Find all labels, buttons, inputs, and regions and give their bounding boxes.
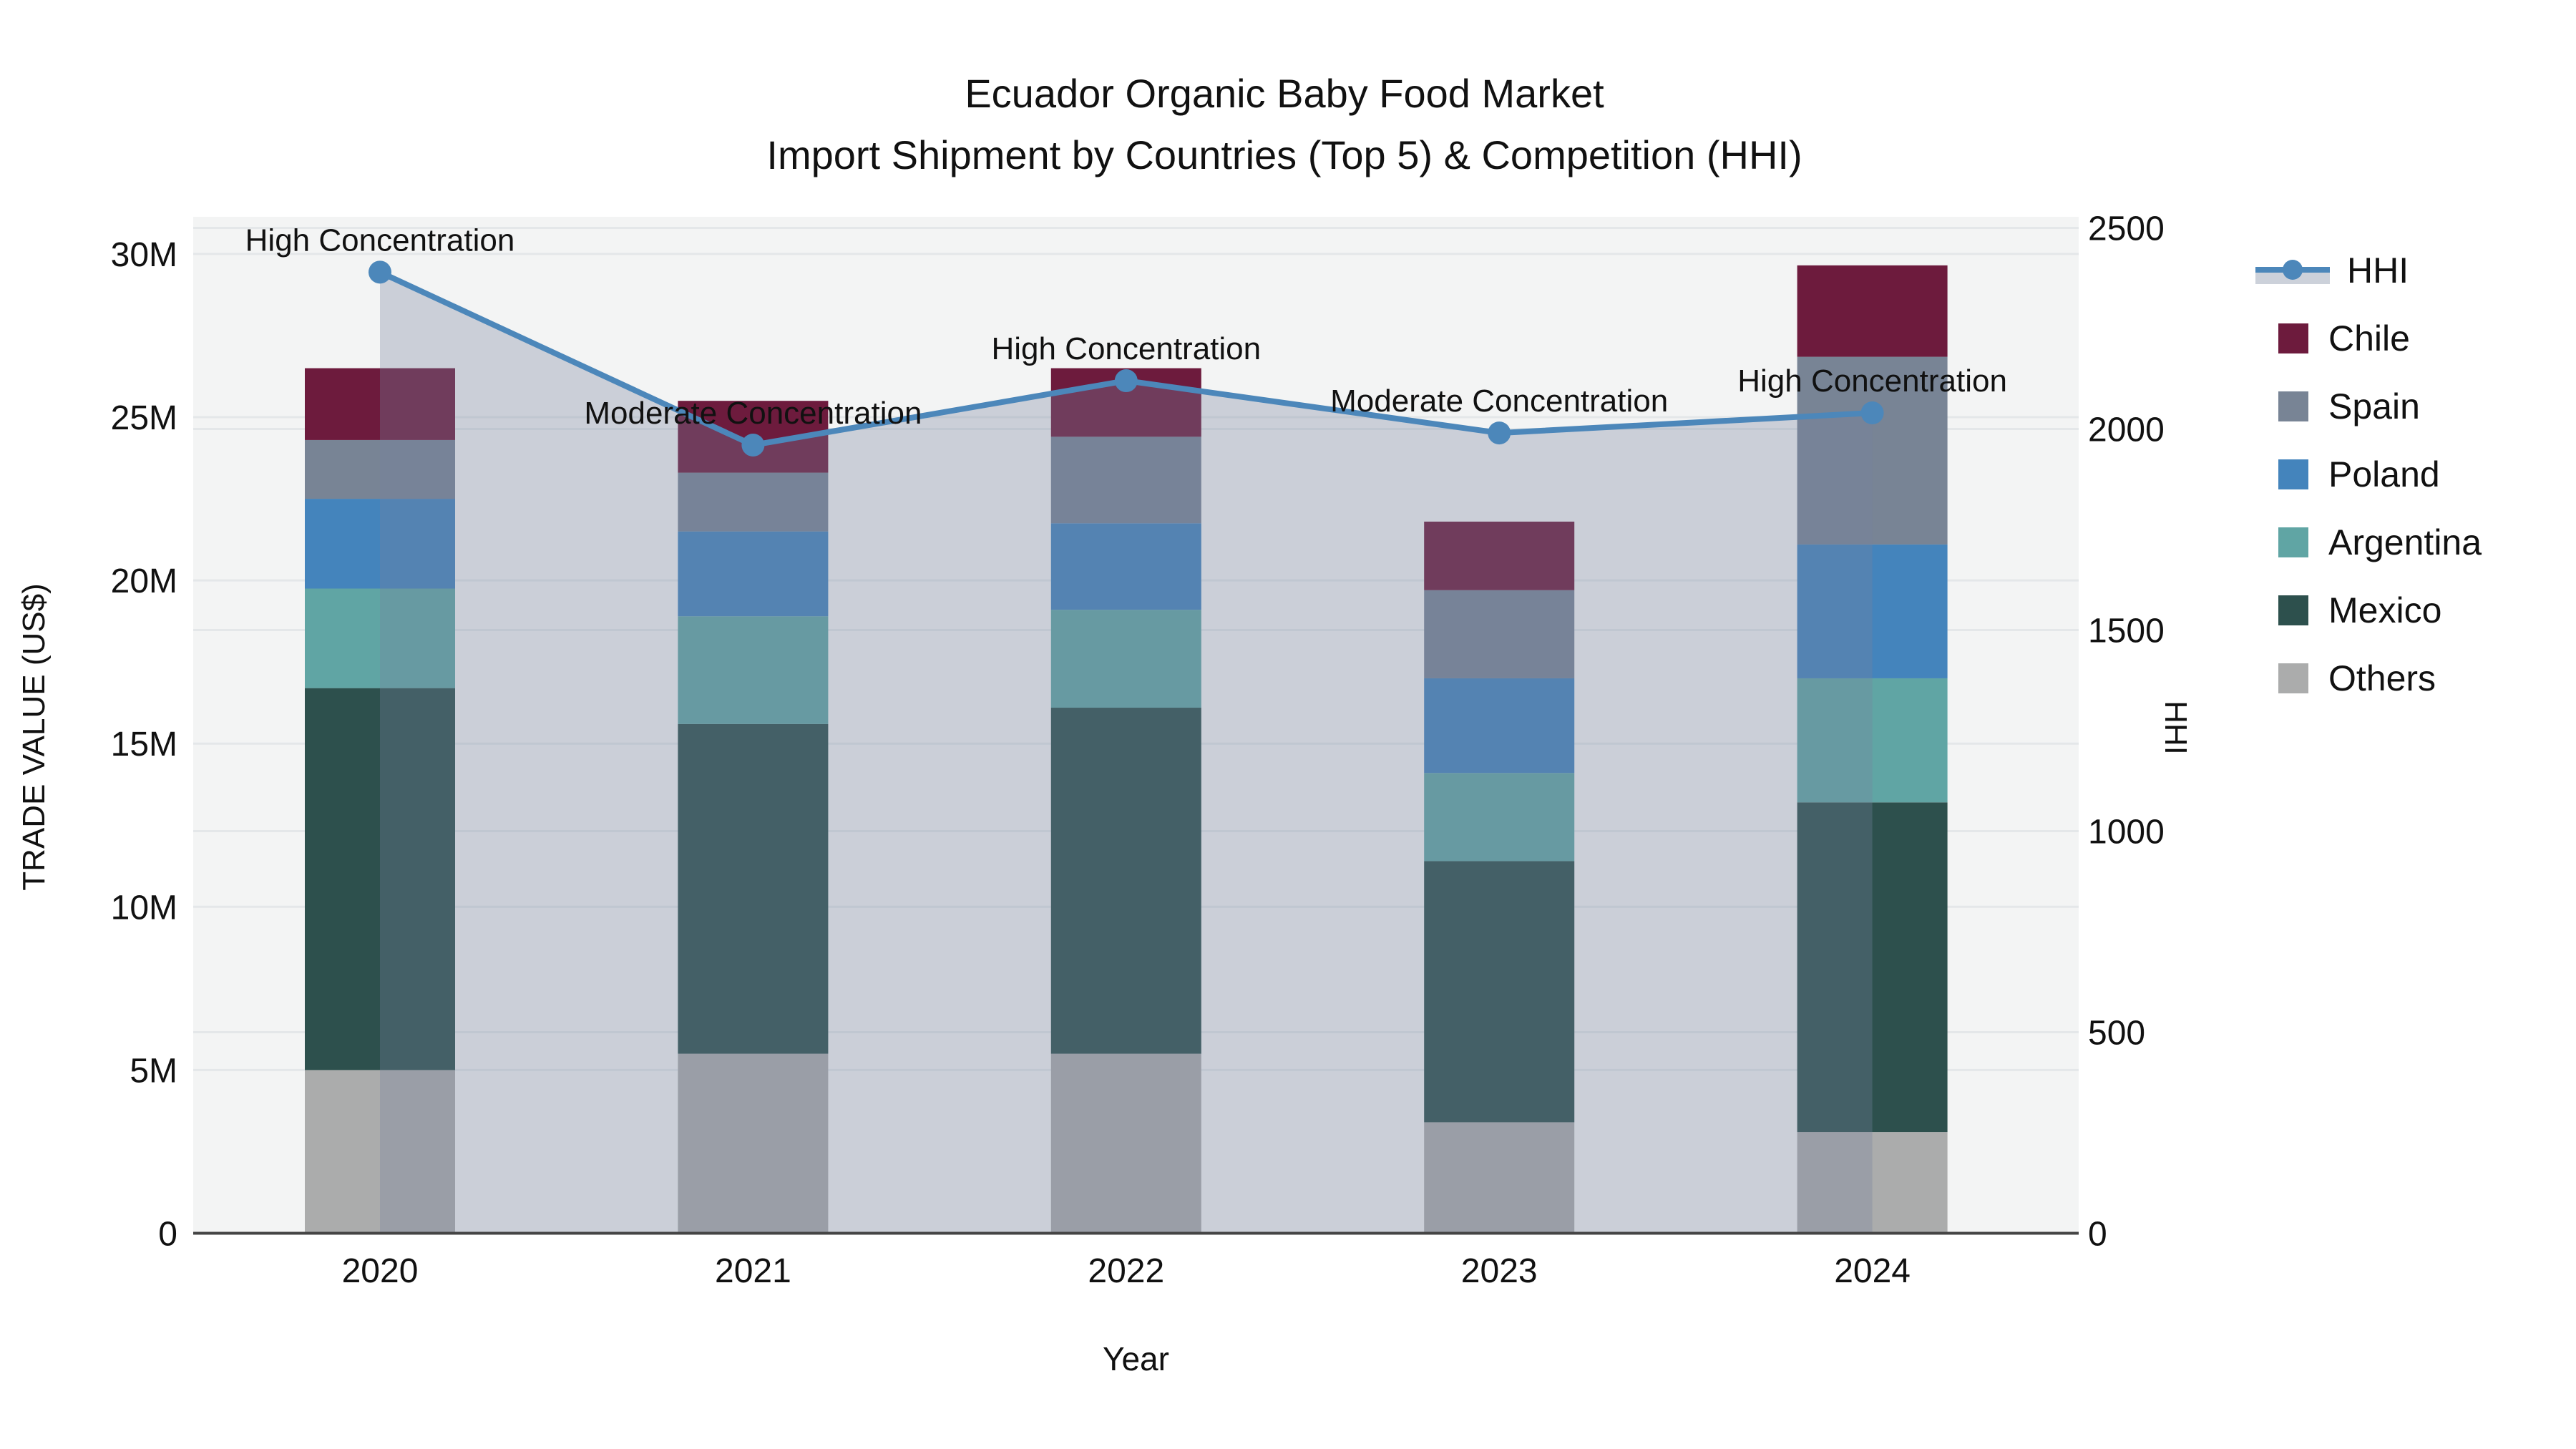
y-left-tick: 5M <box>130 1052 177 1090</box>
chart-title: Ecuador Organic Baby Food Market Import … <box>0 63 2569 186</box>
y-left-tick: 30M <box>111 236 177 274</box>
y-left-tick: 25M <box>111 399 177 437</box>
x-tick: 2021 <box>715 1252 791 1290</box>
bar-segment-argentina-2021 <box>678 616 829 724</box>
legend-item-spain[interactable]: Spain <box>2254 372 2569 440</box>
poland-swatch-icon <box>2278 459 2308 489</box>
y-right-tick: 0 <box>2088 1216 2107 1254</box>
spain-swatch-icon <box>2278 391 2308 421</box>
legend-label: Argentina <box>2328 522 2482 562</box>
hhi-point-2022 <box>1114 369 1138 393</box>
bar-segment-poland-2023 <box>1424 678 1575 774</box>
legend-item-poland[interactable]: Poland <box>2254 440 2569 508</box>
bar-segment-poland-2024 <box>1797 544 1948 678</box>
y-right-tick: 1500 <box>2088 613 2165 650</box>
hhi-point-2020 <box>369 260 391 284</box>
legend: HHI Chile Spain Poland Argentina Mexico … <box>2254 236 2569 712</box>
bar-segment-others-2021 <box>678 1053 829 1234</box>
hhi-point-2024 <box>1860 401 1884 425</box>
annotation-2024: High Concentration <box>1737 364 2007 399</box>
bar-segment-chile-2020 <box>305 368 455 440</box>
x-tick: 2024 <box>1834 1252 1911 1290</box>
bar-segment-spain-2020 <box>305 439 455 499</box>
annotation-2022: High Concentration <box>991 331 1261 366</box>
bar-segment-argentina-2024 <box>1797 678 1948 803</box>
chile-swatch-icon <box>2278 323 2308 353</box>
bar-segment-argentina-2022 <box>1050 610 1201 708</box>
bar-segment-poland-2021 <box>678 531 829 617</box>
hhi-point-2021 <box>741 433 765 457</box>
bar-segment-spain-2023 <box>1424 590 1575 678</box>
bar-segment-others-2020 <box>305 1070 455 1234</box>
legend-label: Others <box>2328 658 2436 698</box>
y-axis-title-left: TRADE VALUE (US$) <box>16 583 52 891</box>
bar-segment-others-2022 <box>1050 1053 1201 1234</box>
bar-segment-chile-2024 <box>1797 265 1948 357</box>
y-right-tick: 1000 <box>2088 814 2165 852</box>
bar-segment-mexico-2021 <box>678 723 829 1054</box>
y-right-tick: 2500 <box>2088 210 2165 248</box>
bar-segment-mexico-2023 <box>1424 861 1575 1123</box>
y-left-tick: 15M <box>111 726 177 763</box>
y-left-tick: 20M <box>111 562 177 600</box>
argentina-swatch-icon <box>2278 527 2308 557</box>
annotation-2020: High Concentration <box>245 223 515 258</box>
legend-label: Poland <box>2328 454 2440 494</box>
legend-label: Mexico <box>2328 590 2442 630</box>
chart-title-line1: Ecuador Organic Baby Food Market <box>965 71 1604 116</box>
x-tick: 2022 <box>1088 1252 1164 1290</box>
legend-item-hhi[interactable]: HHI <box>2254 236 2569 304</box>
bar-segment-others-2023 <box>1424 1122 1575 1234</box>
legend-item-mexico[interactable]: Mexico <box>2254 576 2569 644</box>
y-right-tick: 2000 <box>2088 411 2165 449</box>
x-tick: 2020 <box>342 1252 419 1290</box>
legend-label: HHI <box>2347 250 2409 291</box>
hhi-point-2023 <box>1488 421 1511 445</box>
bar-segment-mexico-2024 <box>1797 802 1948 1133</box>
annotation-2023: Moderate Concentration <box>1330 384 1668 419</box>
hhi-line-swatch-icon <box>2255 255 2330 286</box>
legend-label: Chile <box>2328 318 2410 358</box>
y-left-tick: 10M <box>111 889 177 927</box>
mexico-swatch-icon <box>2278 595 2308 625</box>
x-axis-title: Year <box>1103 1340 1169 1377</box>
bar-segment-argentina-2023 <box>1424 773 1575 862</box>
bar-segment-spain-2022 <box>1050 436 1201 524</box>
legend-item-chile[interactable]: Chile <box>2254 304 2569 372</box>
bar-segment-chile-2023 <box>1424 521 1575 590</box>
hhi-area <box>380 272 1873 1234</box>
chart-title-line2: Import Shipment by Countries (Top 5) & C… <box>766 132 1802 177</box>
bar-segment-mexico-2020 <box>305 688 455 1070</box>
bar-segment-poland-2022 <box>1050 523 1201 610</box>
annotation-2021: Moderate Concentration <box>584 396 922 431</box>
bar-segment-spain-2021 <box>678 472 829 532</box>
y-left-tick: 0 <box>158 1216 177 1254</box>
bar-segment-poland-2020 <box>305 499 455 589</box>
x-tick: 2023 <box>1461 1252 1538 1290</box>
others-swatch-icon <box>2278 663 2308 693</box>
legend-item-argentina[interactable]: Argentina <box>2254 508 2569 576</box>
y-axis-title-right: HHI <box>2158 701 2193 755</box>
y-right-tick: 500 <box>2088 1015 2145 1053</box>
bar-segment-mexico-2022 <box>1050 708 1201 1054</box>
legend-label: Spain <box>2328 386 2420 426</box>
bar-segment-spain-2024 <box>1797 356 1948 545</box>
bar-segment-others-2024 <box>1797 1132 1948 1234</box>
legend-item-others[interactable]: Others <box>2254 644 2569 712</box>
bar-segment-argentina-2020 <box>305 588 455 688</box>
